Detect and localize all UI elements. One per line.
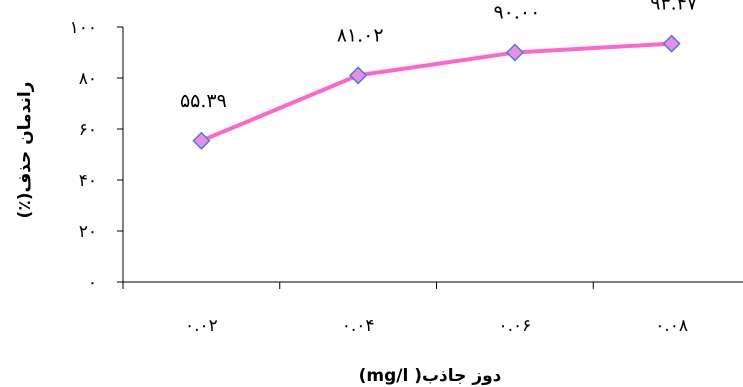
y-axis-title: راندمان حذف(٪) <box>15 82 35 219</box>
y-tick-label: ۲۰ <box>79 222 97 242</box>
tick-labels: ۰ ۲۰ ۴۰ ۶۰ ۸۰ ۱۰۰ ۰.۰۲ ۰.۰۴ ۰.۰۶ ۰.۰۸ <box>70 18 688 336</box>
x-tick-label: ۰.۰۴ <box>342 316 375 336</box>
data-label: ۸۱.۰۲ <box>337 24 384 46</box>
data-point-marker <box>662 34 681 53</box>
x-axis-title: دوز جاذب( mg/l) <box>359 366 502 386</box>
series-line <box>200 41 672 143</box>
data-label: ۹۳.۴۷ <box>650 0 697 15</box>
series-group <box>192 34 681 150</box>
y-tick-label: ۶۰ <box>79 120 97 140</box>
y-tick-label: ۴۰ <box>79 171 97 191</box>
data-labels: ۵۵.۳۹ ۸۱.۰۲ ۹۰.۰۰ ۹۳.۴۷ <box>180 0 697 112</box>
y-tick-label: ۸۰ <box>79 69 97 89</box>
data-point-marker <box>505 43 524 62</box>
data-label: ۹۰.۰۰ <box>493 2 540 24</box>
x-tick-label: ۰.۰۶ <box>498 316 531 336</box>
y-tick-label: ۱۰۰ <box>70 18 97 38</box>
data-point-marker <box>349 66 368 85</box>
data-label: ۵۵.۳۹ <box>180 90 227 112</box>
y-tick-label: ۰ <box>88 273 97 293</box>
x-tick-label: ۰.۰۸ <box>655 316 688 336</box>
axes <box>117 26 743 289</box>
x-tick-label: ۰.۰۲ <box>185 316 218 336</box>
data-point-marker <box>192 131 211 150</box>
